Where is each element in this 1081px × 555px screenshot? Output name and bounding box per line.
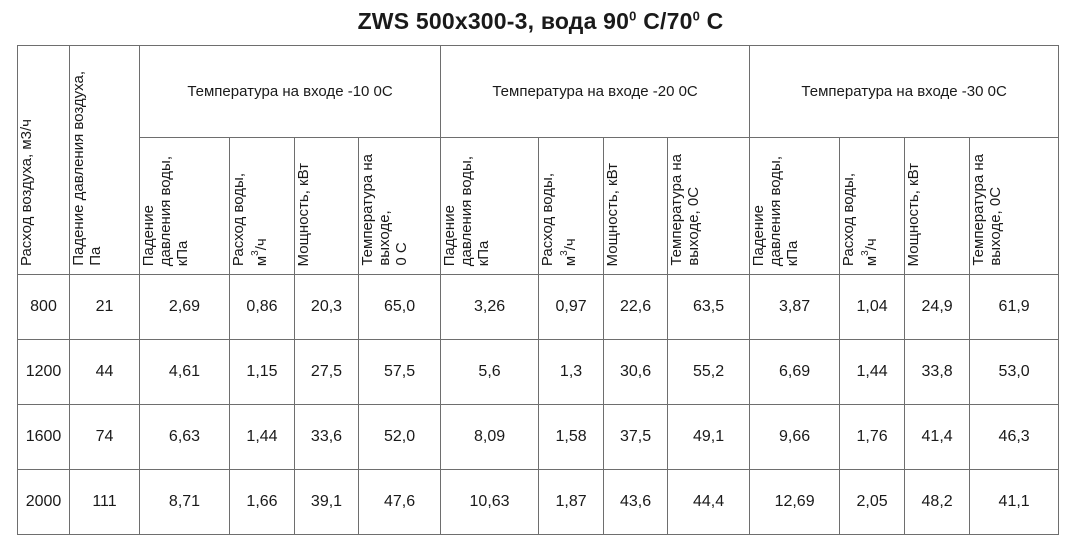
table-cell: 20,3 — [294, 274, 359, 340]
table-cell: 37,5 — [603, 404, 669, 470]
table-cell: 3,87 — [749, 274, 841, 340]
table-cell: 57,5 — [357, 339, 442, 405]
table-cell: 55,2 — [667, 339, 751, 405]
table-cell: 1600 — [17, 404, 70, 470]
table-cell: 1,76 — [839, 404, 906, 470]
table-cell: 27,5 — [294, 339, 359, 405]
table-row: 1200 44 4,61 1,15 27,5 57,5 5,6 1,3 30,6 55,2 6,69… — [17, 339, 1060, 405]
table-cell: 46,3 — [969, 404, 1060, 470]
table-cell: 52,0 — [357, 404, 442, 470]
subheader-water-flow: Расход воды, м3/ч — [229, 137, 295, 275]
table-cell: 30,6 — [603, 339, 669, 405]
subheader-water-pressure: Падение давления воды, кПа — [440, 137, 540, 275]
table-cell: 44 — [69, 339, 140, 405]
table-cell: 1,15 — [229, 339, 295, 405]
subheader-water-flow: Расход воды, м3/ч — [839, 137, 906, 275]
table-cell: 6,69 — [749, 339, 841, 405]
table-cell: 47,6 — [357, 469, 442, 535]
subheader-outlet-temp: Температура на выходе, 0С — [969, 137, 1060, 275]
table-body: 800 21 2,69 0,86 20,3 65,0 3,26 0,97 22,6 63,5 3,8… — [17, 274, 1060, 535]
group-header-minus10: Температура на входе -10 0С — [138, 45, 442, 138]
subheader-water-pressure: Падение давления воды, кПа — [749, 137, 841, 275]
table-cell: 1,44 — [839, 339, 906, 405]
table-cell: 65,0 — [357, 274, 442, 340]
table-cell: 2,05 — [839, 469, 906, 535]
subheader-water-pressure: Падение давления воды, кПа — [139, 137, 230, 275]
table-cell: 1,04 — [839, 274, 906, 340]
header-airflow: Расход воздуха, м3/ч — [17, 45, 70, 275]
table-cell: 0,97 — [538, 274, 605, 340]
table-cell: 41,4 — [904, 404, 971, 470]
subheader-water-flow: Расход воды, м3/ч — [538, 137, 605, 275]
table-cell: 12,69 — [749, 469, 841, 535]
table-cell: 1,87 — [538, 469, 605, 535]
group-header-minus20: Температура на входе -20 0С — [440, 45, 751, 138]
table-cell: 24,9 — [904, 274, 971, 340]
table-cell: 22,6 — [603, 274, 669, 340]
subheader-outlet-temp: Температура на выходе, 0 С — [357, 137, 442, 275]
table-cell: 33,8 — [904, 339, 971, 405]
table-cell: 8,09 — [440, 404, 540, 470]
page-title: ZWS 500x300-3, вода 900 C/700 C — [357, 8, 724, 34]
table-cell: 2000 — [17, 469, 70, 535]
table-cell: 800 — [17, 274, 70, 340]
table-cell: 74 — [69, 404, 140, 470]
table-cell: 0,86 — [229, 274, 295, 340]
table-cell: 1,58 — [538, 404, 605, 470]
table-cell: 49,1 — [667, 404, 751, 470]
group-header-minus30: Температура на входе -30 0С — [749, 45, 1060, 138]
table-cell: 39,1 — [294, 469, 359, 535]
data-table: Расход воздуха, м3/ч Падение давления во… — [17, 45, 1060, 535]
table-cell: 44,4 — [667, 469, 751, 535]
table-cell: 111 — [69, 469, 140, 535]
subheader-power: Мощность, кВт — [294, 137, 359, 275]
table-cell: 63,5 — [667, 274, 751, 340]
subheader-power: Мощность, кВт — [904, 137, 971, 275]
table-cell: 53,0 — [969, 339, 1060, 405]
table-cell: 3,26 — [440, 274, 540, 340]
table-row: 1600 74 6,63 1,44 33,6 52,0 8,09 1,58 37,5 49,1 9,… — [17, 404, 1060, 470]
table-cell: 5,6 — [440, 339, 540, 405]
subheader-power: Мощность, кВт — [603, 137, 669, 275]
table-cell: 43,6 — [603, 469, 669, 535]
table-cell: 1,44 — [229, 404, 295, 470]
table-cell: 4,61 — [139, 339, 230, 405]
table-cell: 41,1 — [969, 469, 1060, 535]
subheader-outlet-temp: Температура на выходе, 0С — [667, 137, 751, 275]
table-cell: 1,3 — [538, 339, 605, 405]
table-cell: 61,9 — [969, 274, 1060, 340]
table-row: 800 21 2,69 0,86 20,3 65,0 3,26 0,97 22,6 63,5 3,8… — [17, 274, 1060, 340]
table-cell: 1200 — [17, 339, 70, 405]
table-cell: 6,63 — [139, 404, 230, 470]
table-cell: 48,2 — [904, 469, 971, 535]
table-cell: 33,6 — [294, 404, 359, 470]
table-cell: 10,63 — [440, 469, 540, 535]
table-cell: 21 — [69, 274, 140, 340]
table-cell: 2,69 — [139, 274, 230, 340]
table-cell: 1,66 — [229, 469, 295, 535]
header-air-pressure-drop: Падение давления воздуха, Па — [69, 45, 140, 275]
table-row: 2000 111 8,71 1,66 39,1 47,6 10,63 1,87 43,6 44,4… — [17, 469, 1060, 535]
table-cell: 8,71 — [139, 469, 230, 535]
table-cell: 9,66 — [749, 404, 841, 470]
